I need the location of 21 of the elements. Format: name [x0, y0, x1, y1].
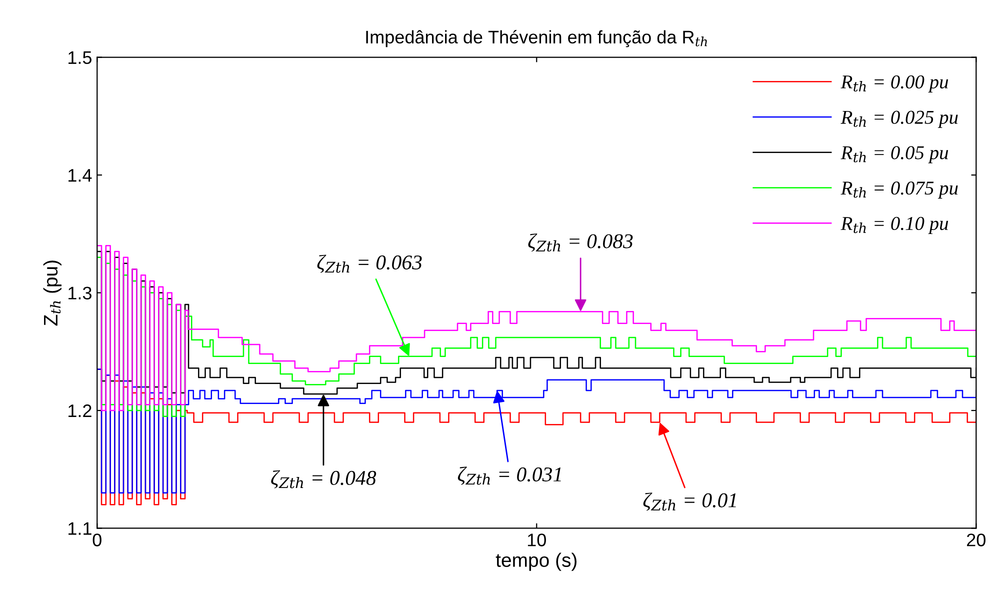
- chart-title: Impedância de Thévenin em função da R$_{th}$: [366, 30, 707, 48]
- y-axis-title: Z$_{th}$ (pu): [43, 260, 62, 326]
- legend-label: R$_{th}$ = 0.025 pu: [840, 110, 958, 128]
- annotation: ζ$_{Zth}$ = 0.01: [643, 492, 736, 511]
- x-axis-title: tempo (s): [496, 552, 576, 571]
- y-tick-label: 1.4: [68, 169, 92, 182]
- legend-label: R$_{th}$ = 0.00 pu: [840, 75, 948, 92]
- y-tick-label: 1.3: [68, 286, 92, 300]
- x-tick-label: 10: [528, 534, 546, 546]
- x-tick-label: 0: [92, 534, 102, 546]
- y-tick-label: 1.2: [68, 404, 92, 418]
- legend-label: R$_{th}$ = 0.075 pu: [840, 182, 958, 199]
- y-tick-label: 1.1: [68, 522, 92, 535]
- legend-label: R$_{th}$ = 0.05 pu: [840, 146, 948, 164]
- x-tick-label: 20: [967, 534, 986, 546]
- legend-label: R$_{th}$ = 0.10 pu: [840, 216, 948, 234]
- annotation: ζ$_{Zth}$ = 0.083: [528, 234, 633, 252]
- annotation: ζ$_{Zth}$ = 0.048: [271, 470, 376, 488]
- annotation: ζ$_{Zth}$ = 0.031: [458, 466, 561, 485]
- y-tick-label: 1.5: [68, 51, 92, 64]
- annotation: ζ$_{Zth}$ = 0.063: [317, 254, 422, 273]
